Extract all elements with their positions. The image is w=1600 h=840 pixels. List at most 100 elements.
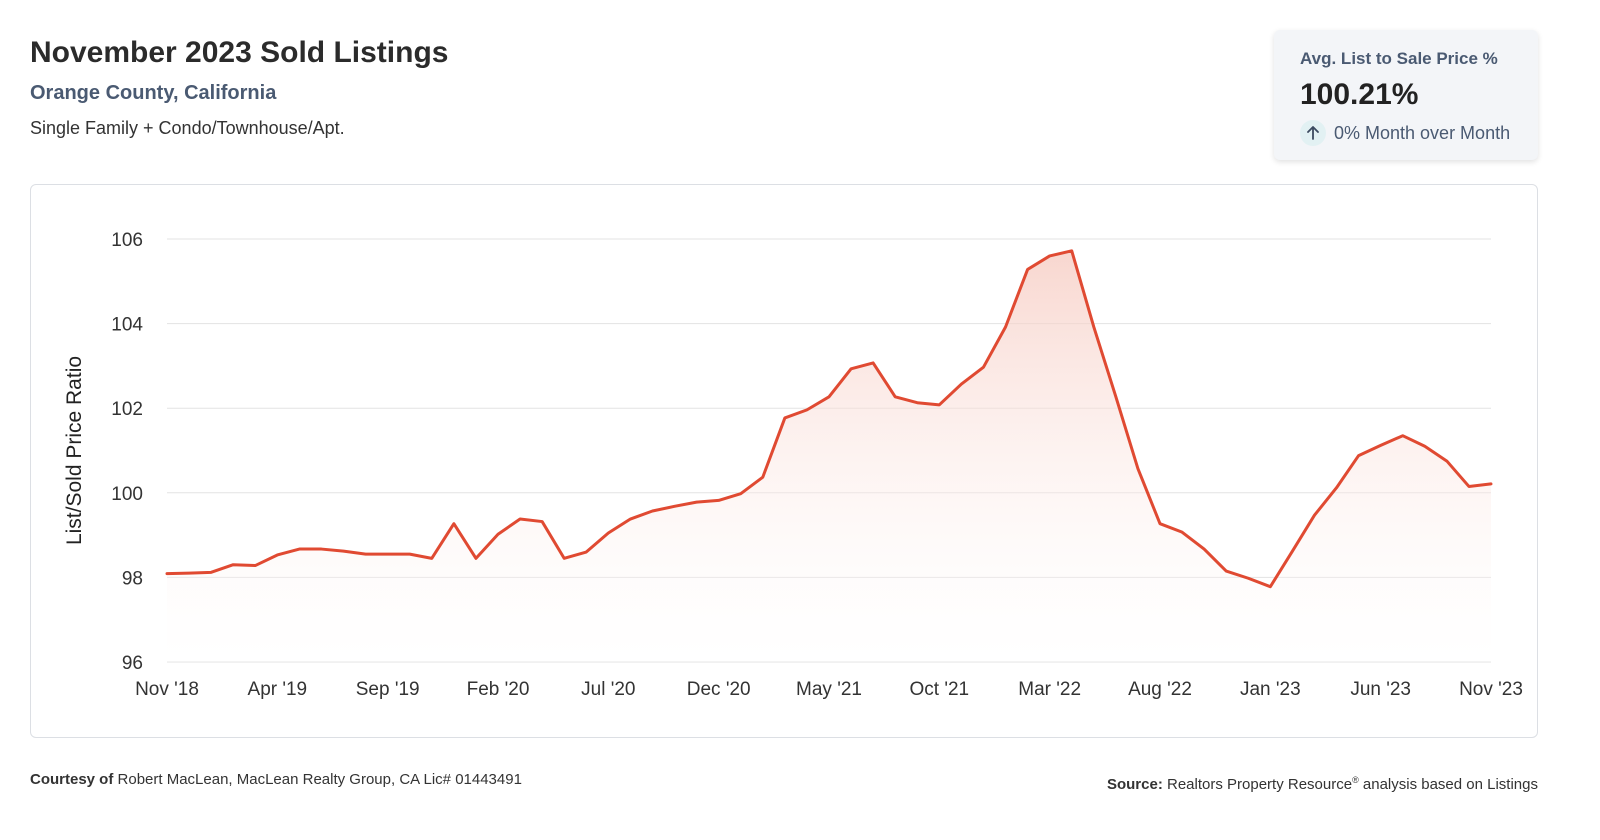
series-line (165, 249, 1493, 589)
x-tick-label: Jul '20 (581, 679, 635, 700)
data-point (1445, 459, 1449, 463)
data-point (474, 556, 478, 560)
data-point (297, 547, 301, 551)
data-point (981, 365, 985, 369)
y-axis-title: List/Sold Price Ratio (63, 356, 86, 545)
data-point (430, 556, 434, 560)
data-point (1136, 467, 1140, 471)
data-point (1114, 395, 1118, 399)
data-point (275, 553, 279, 557)
x-tick-label: Feb '20 (467, 679, 530, 700)
x-tick-label: Nov '23 (1459, 679, 1523, 700)
data-point (452, 522, 456, 526)
x-axis-ticks: Nov '18 Apr '19 Sep '19 Feb '20 Jul '20 Dec '… (135, 679, 1523, 700)
data-point (253, 564, 257, 568)
y-tick-label: 102 (111, 399, 143, 420)
line-layer (165, 249, 1493, 589)
data-point (584, 550, 588, 554)
data-point (1290, 549, 1294, 553)
x-tick-label: Aug '22 (1128, 679, 1192, 700)
x-tick-label: Jan '23 (1240, 679, 1301, 700)
data-point (187, 571, 191, 575)
source-footer: Source: Realtors Property Resource® anal… (1107, 770, 1538, 795)
x-tick-label: Sep '19 (356, 679, 420, 700)
x-tick-label: Nov '18 (135, 679, 199, 700)
data-point (1401, 434, 1405, 438)
series-area (167, 250, 1491, 662)
arrow-up-icon (1300, 120, 1326, 146)
avg-list-to-sale-card: Avg. List to Sale Price % 100.21% 0% Mon… (1274, 30, 1538, 160)
data-point (408, 552, 412, 556)
data-point (1092, 325, 1096, 329)
data-point (628, 517, 632, 521)
stat-change: 0% Month over Month (1300, 120, 1512, 146)
x-tick-label: May '21 (796, 679, 862, 700)
data-point (1312, 513, 1316, 517)
y-axis-ticks: 96 98 100 102 104 106 (111, 230, 143, 674)
data-point (1004, 325, 1008, 329)
source-text: Realtors Property Resource (1167, 776, 1353, 793)
data-point (386, 552, 390, 556)
data-point (342, 549, 346, 553)
registered-mark: ® (1352, 775, 1359, 785)
data-point (695, 500, 699, 504)
data-point (231, 563, 235, 567)
region-subtitle: Orange County, California (30, 82, 277, 104)
source-text-tail: analysis based on Listings (1358, 776, 1538, 793)
data-point (871, 361, 875, 365)
data-point (1357, 454, 1361, 458)
data-point (1335, 486, 1339, 490)
header: November 2023 Sold Listings Orange Count… (30, 30, 448, 140)
data-point (540, 520, 544, 524)
y-tick-label: 106 (111, 230, 143, 251)
y-tick-label: 96 (122, 653, 143, 674)
data-point (1467, 484, 1471, 488)
data-point (1379, 443, 1383, 447)
data-point (717, 498, 721, 502)
data-point (1202, 547, 1206, 551)
data-point (1423, 444, 1427, 448)
y-tick-label: 98 (122, 568, 143, 589)
y-tick-label: 100 (111, 484, 143, 505)
data-point (1158, 522, 1162, 526)
data-point (915, 401, 919, 405)
y-tick-label: 104 (111, 315, 143, 336)
stat-label: Avg. List to Sale Price % (1300, 49, 1498, 68)
courtesy-footer: Courtesy of Robert MacLean, MacLean Real… (30, 770, 522, 790)
x-tick-label: Jun '23 (1350, 679, 1411, 700)
data-point (518, 517, 522, 521)
data-point (1070, 249, 1074, 253)
price-ratio-chart: 96 98 100 102 104 106 Nov '18 Apr '19 Sep '19 Fe… (63, 230, 1523, 700)
stat-value: 100.21% (1300, 78, 1419, 111)
data-point (650, 509, 654, 513)
data-point (1268, 585, 1272, 589)
data-point (783, 416, 787, 420)
courtesy-label: Courtesy of (30, 771, 114, 788)
stat-change-text: 0% Month over Month (1334, 123, 1511, 143)
data-point (937, 403, 941, 407)
data-point (209, 570, 213, 574)
courtesy-text: Robert MacLean, MacLean Realty Group, CA… (117, 771, 522, 788)
data-point (959, 382, 963, 386)
x-tick-label: Mar '22 (1018, 679, 1081, 700)
data-point (1224, 569, 1228, 573)
data-point (849, 367, 853, 371)
data-point (805, 408, 809, 412)
data-point (319, 547, 323, 551)
data-point (739, 492, 743, 496)
data-point (364, 552, 368, 556)
data-point (827, 395, 831, 399)
data-point (606, 531, 610, 535)
area-layer (167, 250, 1491, 662)
data-point (1489, 482, 1493, 486)
property-types-label: Single Family + Condo/Townhouse/Apt. (30, 118, 345, 138)
x-tick-label: Dec '20 (687, 679, 751, 700)
chart-container: 96 98 100 102 104 106 Nov '18 Apr '19 Sep '19 Fe… (30, 184, 1538, 738)
data-point (673, 504, 677, 508)
data-point (761, 475, 765, 479)
source-label: Source: (1106, 776, 1163, 793)
data-point (893, 395, 897, 399)
x-tick-label: Apr '19 (248, 679, 308, 700)
data-point (165, 572, 169, 576)
page-title: November 2023 Sold Listings (30, 36, 449, 69)
